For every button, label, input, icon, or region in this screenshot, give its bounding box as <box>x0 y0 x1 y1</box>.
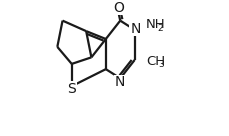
Text: 2: 2 <box>157 24 163 33</box>
Text: S: S <box>67 82 76 96</box>
Text: CH: CH <box>146 55 165 68</box>
Text: N: N <box>130 21 140 35</box>
Text: NH: NH <box>145 18 165 31</box>
Text: O: O <box>113 1 124 15</box>
Text: N: N <box>114 75 124 89</box>
Text: 3: 3 <box>157 60 163 69</box>
